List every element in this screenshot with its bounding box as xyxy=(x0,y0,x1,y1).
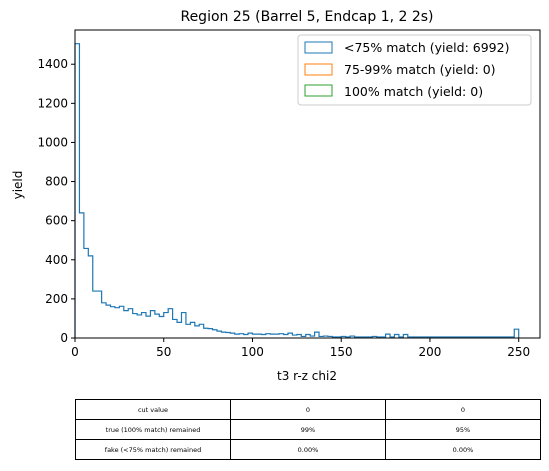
histogram-chart: Region 25 (Barrel 5, Endcap 1, 2 2s) 0 20… xyxy=(11,9,541,383)
y-tick-label: 200 xyxy=(45,292,68,306)
y-tick-label: 800 xyxy=(45,175,68,189)
cut-summary-table: cut value 0 0 true (100% match) remained… xyxy=(75,399,541,460)
y-tick-label: 1200 xyxy=(37,96,68,110)
legend-swatch-1 xyxy=(304,41,333,54)
legend-swatch-3 xyxy=(304,84,333,97)
table-cell: true (100% match) remained xyxy=(75,419,231,440)
table-cell: 0 xyxy=(230,399,386,420)
table-cell: 95% xyxy=(385,419,541,440)
x-tick-label: 250 xyxy=(507,345,530,359)
table-cell: fake (<75% match) remained xyxy=(75,439,231,460)
table-row: true (100% match) remained 99% 95% xyxy=(75,419,541,440)
y-tick-label: 400 xyxy=(45,253,68,267)
x-tick-label: 100 xyxy=(241,345,264,359)
x-axis-label: t3 r-z chi2 xyxy=(277,369,337,383)
table-cell: cut value xyxy=(75,399,231,420)
x-tick-label: 200 xyxy=(419,345,442,359)
y-tick-label: 0 xyxy=(60,331,68,345)
legend-label-2: 75-99% match (yield: 0) xyxy=(344,62,496,77)
table-cell: 99% xyxy=(230,419,386,440)
table-cell: 0.00% xyxy=(385,439,541,460)
table-cell: 0.00% xyxy=(230,439,386,460)
histogram-series-1 xyxy=(74,43,520,338)
legend-label-3: 100% match (yield: 0) xyxy=(344,84,483,99)
y-tick-label: 600 xyxy=(45,214,68,228)
table-cell: 0 xyxy=(385,399,541,420)
legend-swatch-2 xyxy=(304,63,333,76)
y-tick-label: 1000 xyxy=(37,135,68,149)
y-axis-label: yield xyxy=(11,171,25,200)
x-tick-label: 150 xyxy=(330,345,353,359)
legend-frame xyxy=(297,34,532,106)
plot-area xyxy=(74,29,541,339)
legend: <75% match (yield: 6992) 75-99% match (y… xyxy=(297,34,532,106)
table-row: fake (<75% match) remained 0.00% 0.00% xyxy=(75,439,541,460)
table-row: cut value 0 0 xyxy=(75,399,541,420)
x-tick-label: 50 xyxy=(156,345,171,359)
x-axis: 0 50 100 150 200 250 xyxy=(71,338,530,359)
plot-frame xyxy=(74,29,541,339)
legend-label-1: <75% match (yield: 6992) xyxy=(344,40,509,55)
y-tick-label: 1400 xyxy=(37,57,68,71)
chart-title: Region 25 (Barrel 5, Endcap 1, 2 2s) xyxy=(180,9,433,25)
x-tick-label: 0 xyxy=(71,345,79,359)
y-axis: 0 200 400 600 800 1000 1200 1400 xyxy=(37,57,75,345)
